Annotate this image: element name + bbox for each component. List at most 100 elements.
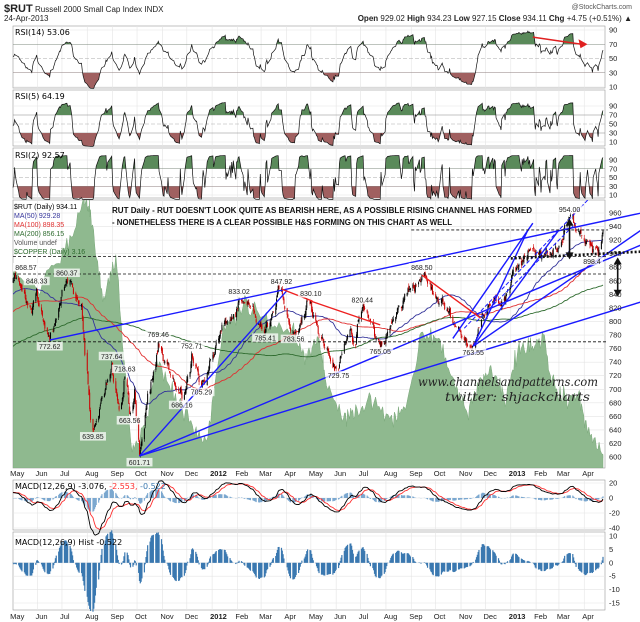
date-tick-label: Sep [409, 469, 422, 478]
price-candle [76, 297, 78, 300]
price-candle [70, 281, 72, 282]
chg-label: Chg [548, 14, 565, 23]
price-tick-label: 680 [609, 398, 622, 407]
price-candle [484, 315, 486, 316]
price-candle [386, 335, 388, 336]
price-candle [586, 241, 588, 242]
price-candle [294, 332, 296, 335]
annotation-bg [297, 289, 324, 298]
price-candle [369, 318, 371, 322]
trendline-red [421, 274, 482, 319]
price-candle [390, 325, 392, 327]
price-candle [298, 331, 300, 333]
legend-ma100: MA(100) 898.35 [14, 222, 64, 229]
price-candle [351, 328, 353, 335]
macd-tick-label: 20 [609, 479, 617, 488]
date-tick-label: Aug [384, 612, 397, 621]
price-candle [404, 293, 406, 301]
price-candle [133, 400, 135, 408]
price-candle [69, 280, 71, 285]
close-value: 934.11 [522, 14, 547, 23]
price-candle [121, 397, 123, 404]
rsi-tick-label: 70 [609, 40, 617, 49]
price-candle [61, 289, 63, 297]
price-candle [231, 317, 233, 320]
price-candle [418, 280, 420, 282]
price-candle [332, 359, 334, 368]
panel-frame [12, 25, 606, 89]
annotation-bg [23, 276, 50, 286]
date-tick-label: 2012 [210, 469, 227, 478]
price-annotation: 718.63 [114, 367, 136, 374]
rsi-tick-label: 90 [609, 102, 617, 111]
price-candle [315, 315, 317, 321]
price-candle [144, 415, 146, 426]
price-candle [569, 215, 571, 217]
price-candle [58, 308, 60, 318]
open-label: Open [357, 14, 379, 23]
price-candle [338, 368, 340, 370]
annotation-bg [280, 334, 307, 344]
price-candle [489, 304, 491, 306]
rsi-tick-label: 90 [609, 156, 617, 165]
price-candle [128, 393, 130, 404]
price-candle [480, 319, 482, 328]
price-candle [362, 304, 364, 309]
annotation-bg [349, 295, 376, 305]
panel-frame [12, 89, 606, 147]
rsi2-label: RSI(2) 92.57 [15, 151, 65, 160]
price-candle [151, 379, 153, 380]
price-candle [592, 249, 594, 252]
price-annotation: 752.71 [181, 344, 203, 351]
date-tick-label: Dec [483, 612, 497, 621]
chart-date: 24-Apr-2013 [4, 14, 49, 23]
price-annotations: 868.57 848.33 772.62 860.37 639.85 737.64 718.… [13, 205, 603, 467]
hist-value-label: -0.522 [138, 482, 166, 491]
rsi-tick-label: 30 [609, 68, 617, 77]
price-candle [400, 306, 402, 308]
price-candle [347, 334, 349, 340]
price-candle [277, 285, 279, 294]
price-candle [459, 329, 461, 331]
arrow-up-icon [565, 218, 574, 226]
price-candle [329, 357, 331, 362]
price-candle [515, 268, 517, 270]
price-candle [374, 336, 376, 338]
price-candle [41, 307, 43, 312]
stockcharts-credit: @StockCharts.com [571, 4, 632, 11]
price-candle [116, 389, 118, 394]
price-candle [163, 361, 165, 363]
price-annotation: 729.75 [328, 373, 350, 380]
price-candle [236, 308, 238, 309]
date-tick-label: Sep [409, 612, 422, 621]
annotation-bg [188, 387, 215, 397]
price-candle [338, 364, 340, 368]
price-candle [446, 309, 448, 312]
price-candle [204, 379, 206, 383]
price-candle [72, 283, 74, 288]
date-tick-label: Jul [359, 612, 369, 621]
price-candle [318, 334, 320, 336]
price-candle [300, 320, 302, 323]
price-candle [82, 317, 84, 330]
price-candle [156, 354, 158, 367]
hist-legend: MACD(12,26,9) Hist -0.522 [15, 538, 122, 547]
price-candle [555, 246, 557, 249]
price-candle [551, 252, 553, 254]
price-candle [581, 235, 583, 236]
price-tick-label: 740 [609, 358, 622, 367]
price-candle [143, 428, 145, 440]
price-candle [15, 277, 17, 280]
price-candle [409, 288, 411, 291]
price-candle [249, 306, 251, 307]
price-candle [494, 297, 496, 298]
price-candle [488, 304, 490, 306]
price-candle [187, 376, 189, 382]
price-candle [303, 316, 305, 319]
price-candle [258, 324, 260, 326]
chart-note-line2: - NONETHELESS THERE IS A CLEAR POSSIBLE … [112, 218, 452, 227]
price-annotation: 833.02 [228, 289, 250, 296]
price-candle [333, 363, 335, 367]
price-tick-label: 620 [609, 439, 622, 448]
price-candle [261, 325, 263, 330]
